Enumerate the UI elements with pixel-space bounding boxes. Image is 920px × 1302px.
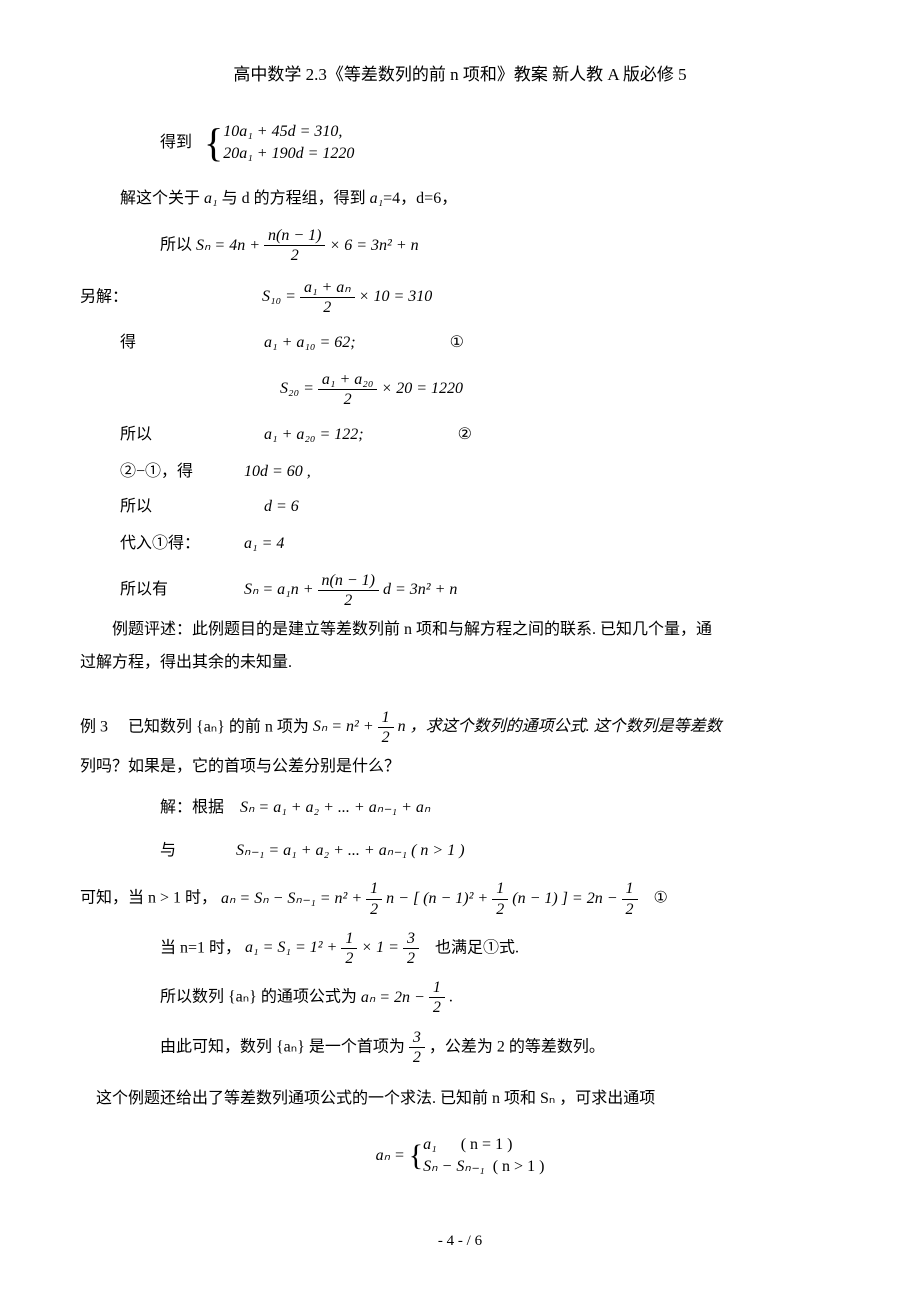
page-number: - 4 - / 6 (438, 1233, 482, 1249)
sol3d: 当 n=1 时， a₁ = S₁ = 1² + 12 × 1 = 32 也满足①… (80, 929, 840, 968)
eq-line-9: 所以 d = 6 (80, 493, 840, 522)
lead-text: 得到 (160, 134, 192, 151)
sol3a: 解：根据 Sₙ = a₁ + a₂ + ... + aₙ₋₁ + aₙ (80, 794, 840, 823)
circled-1-icon: ① (450, 334, 464, 351)
eq-line-6: S₂₀ = a₁ + a₂₀2 × 20 = 1220 (80, 370, 840, 409)
left-brace-icon: { (204, 123, 223, 163)
example-3-cont: 列吗？如果是，它的首项与公差分别是什么？ (80, 753, 840, 782)
sol3b: 与 Sₙ₋₁ = a₁ + a₂ + ... + aₙ₋₁ ( n > 1 ) (80, 837, 840, 866)
circled-1b-icon: ① (654, 890, 668, 907)
comment-1b: 过解方程，得出其余的未知量. (80, 649, 840, 678)
page-header: 高中数学 2.3《等差数列的前 n 项和》教案 新人教 A 版必修 5 (80, 60, 840, 91)
eq-line-7: 所以 a₁ + a₂₀ = 122; ② (80, 421, 840, 450)
final-formula: aₙ = { a₁ ( n = 1 ) Sₙ − Sₙ₋₁ ( n > 1 ) (80, 1134, 840, 1179)
system-eq1: 10a₁ + 45d = 310, (223, 121, 354, 143)
example-3: 例 3 已知数列 {aₙ} 的前 n 项为 Sₙ = n² + 12 n ，求这… (80, 708, 840, 747)
system-eq2: 20a₁ + 190d = 1220 (223, 143, 354, 165)
alt-solution: 另解： S₁₀ = a₁ + aₙ2 × 10 = 310 (80, 278, 840, 317)
comment-1a: 例题评述：此例题目的是建立等差数列前 n 项和与解方程之间的联系. 已知几个量，… (80, 616, 840, 645)
solve-line: 解这个关于 a₁ 与 d 的方程组，得到 a₁=4，d=6， (80, 185, 840, 214)
circled-2-icon: ② (458, 426, 472, 443)
header-title: 高中数学 2.3《等差数列的前 n 项和》教案 新人教 A 版必修 5 (233, 65, 686, 84)
eq-line-8: ②−①，得 10d = 60 , (80, 458, 840, 487)
eq-line-11: 所以有 Sₙ = a₁n + n(n − 1)2 d = 3n² + n (80, 571, 840, 610)
sol3f: 由此可知，数列 {aₙ} 是一个首项为 32 ，公差为 2 的等差数列。 (80, 1028, 840, 1067)
sn-line: 所以 Sₙ = 4n + n(n − 1)2 × 6 = 3n² + n (80, 226, 840, 265)
page-footer: - 4 - / 6 (80, 1228, 840, 1255)
sol3c: 可知，当 n > 1 时， aₙ = Sₙ − Sₙ₋₁ = n² + 12 n… (80, 879, 840, 918)
eq-line-10: 代入①得： a₁ = 4 (80, 530, 840, 559)
left-brace-icon-2: { (409, 1141, 423, 1171)
eq-line-5: 得 a₁ + a₁₀ = 62; ① (80, 329, 840, 358)
system-block: 得到 { 10a₁ + 45d = 310, 20a₁ + 190d = 122… (80, 121, 840, 166)
comment-2: 这个例题还给出了等差数列通项公式的一个求法. 已知前 n 项和 Sₙ ，可求出通… (80, 1085, 840, 1114)
sol3e: 所以数列 {aₙ} 的通项公式为 aₙ = 2n − 12 . (80, 978, 840, 1017)
